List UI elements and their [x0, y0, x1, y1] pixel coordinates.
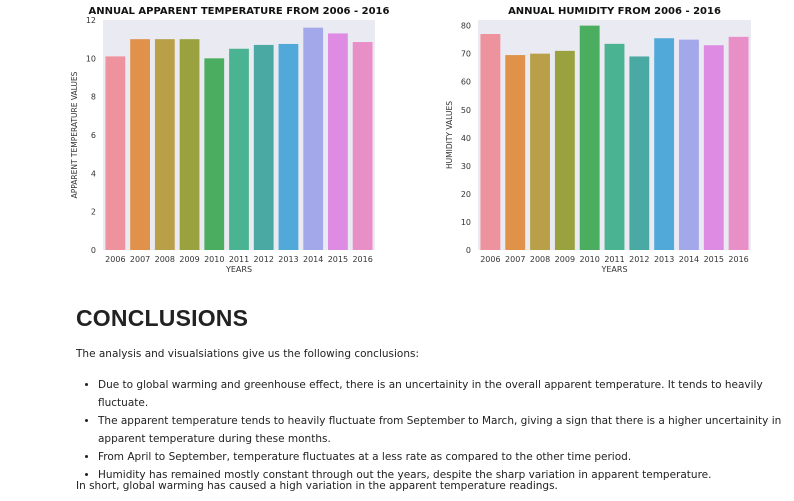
list-item: From April to September, temperature flu…	[98, 448, 794, 466]
chart-0-ytick-label: 10	[86, 54, 96, 63]
chart-1-ylabel: HUMIDITY VALUES	[445, 101, 454, 169]
chart-1-bar-2012	[629, 56, 650, 251]
chart-1-bar-2015	[703, 45, 724, 251]
conclusions-closing: In short, global warming has caused a hi…	[76, 480, 558, 492]
chart-0-xtick-label: 2012	[254, 255, 274, 264]
chart-0-xtick-label: 2007	[130, 255, 150, 264]
chart-1-xtick-label: 2013	[654, 255, 674, 264]
conclusions-heading: CONCLUSIONS	[76, 305, 249, 331]
chart-1-xtick-label: 2011	[604, 255, 624, 264]
conclusions-list: Due to global warming and greenhouse eff…	[76, 376, 794, 484]
chart-0-bar-2007	[130, 39, 150, 250]
chart-0-xtick-label: 2016	[352, 255, 372, 264]
chart-0-ytick-label: 8	[91, 93, 96, 102]
list-item: Due to global warming and greenhouse eff…	[98, 376, 794, 412]
chart-1-xtick-label: 2006	[480, 255, 500, 264]
chart-0-ytick-label: 4	[91, 169, 96, 178]
chart-0-bar-2015	[328, 33, 348, 250]
conclusions-intro: The analysis and visualsiations give us …	[76, 348, 419, 360]
chart-1-xtick-label: 2015	[704, 255, 724, 264]
chart-1-bar-2007	[505, 55, 526, 250]
chart-0-xlabel: YEARS	[225, 265, 252, 274]
chart-1-bar-2009	[554, 50, 575, 251]
chart-1-xtick-label: 2009	[555, 255, 575, 264]
list-item: Humidity has remained mostly constant th…	[98, 466, 794, 484]
chart-0-xtick-label: 2009	[179, 255, 199, 264]
chart-1-xlabel: YEARS	[600, 265, 627, 274]
chart-1-xtick-label: 2012	[629, 255, 649, 264]
chart-1-ytick-label: 50	[461, 106, 471, 115]
chart-0-title: ANNUAL APPARENT TEMPERATURE FROM 2006 - …	[89, 6, 390, 17]
chart-0-xtick-label: 2008	[155, 255, 175, 264]
chart-1-ytick-label: 0	[466, 246, 471, 255]
chart-1-bar-2016	[728, 36, 749, 250]
chart-0-xtick-label: 2011	[229, 255, 249, 264]
chart-0-ytick-label: 2	[91, 208, 96, 217]
chart-0-bar-2016	[352, 42, 373, 250]
chart-1-xtick-label: 2014	[679, 255, 699, 264]
chart-0-xtick-label: 2013	[278, 255, 298, 264]
chart-0-bar-2010	[204, 58, 225, 251]
chart-0-xtick-label: 2014	[303, 255, 323, 264]
chart-1-ytick-label: 40	[461, 134, 471, 143]
chart-0-ytick-label: 12	[86, 16, 96, 25]
chart-1-title: ANNUAL HUMIDITY FROM 2006 - 2016	[508, 6, 721, 17]
chart-0-bar-2013	[278, 43, 299, 251]
chart-0-bar-2008	[154, 39, 175, 250]
chart-1-bar-2008	[530, 53, 550, 250]
chart-1-ytick-label: 60	[461, 78, 471, 87]
chart-0-bar-2014	[303, 27, 324, 250]
chart-0-xtick-label: 2006	[105, 255, 125, 264]
chart-0-ytick-label: 6	[91, 131, 96, 140]
humidity-bar-chart: ANNUAL HUMIDITY FROM 2006 - 2016 0 10 20 30 4…	[445, 6, 751, 274]
chart-1-ytick-label: 10	[461, 218, 471, 227]
chart-1-bar-2011	[604, 43, 625, 251]
chart-0-bar-2012	[253, 44, 274, 250]
chart-1-ytick-label: 70	[461, 50, 471, 59]
chart-1-bar-2013	[654, 38, 675, 251]
chart-0-xtick-label: 2010	[204, 255, 224, 264]
list-item: The apparent temperature tends to heavil…	[98, 412, 794, 448]
chart-1-xtick-label: 2016	[728, 255, 748, 264]
chart-1-ytick-label: 80	[461, 22, 471, 31]
chart-1-xtick-label: 2007	[505, 255, 525, 264]
chart-1-bar-2014	[679, 39, 699, 250]
chart-0-bar-2009	[179, 39, 200, 250]
chart-1-bar-2006	[480, 34, 501, 251]
chart-0-xtick-label: 2015	[328, 255, 348, 264]
chart-1-xtick-label: 2010	[580, 255, 600, 264]
temperature-bar-chart: ANNUAL APPARENT TEMPERATURE FROM 2006 - …	[70, 6, 390, 274]
chart-1-bar-2010	[579, 25, 600, 250]
chart-1-xtick-label: 2008	[530, 255, 550, 264]
chart-0-bar-2011	[229, 48, 249, 250]
chart-1-ytick-label: 30	[461, 162, 471, 171]
chart-0-bar-2006	[105, 56, 126, 250]
chart-1-ytick-label: 20	[461, 190, 471, 199]
chart-0-ylabel: APPARENT TEMPERATURE VALUES	[70, 71, 79, 198]
chart-0-ytick-label: 0	[91, 246, 96, 255]
